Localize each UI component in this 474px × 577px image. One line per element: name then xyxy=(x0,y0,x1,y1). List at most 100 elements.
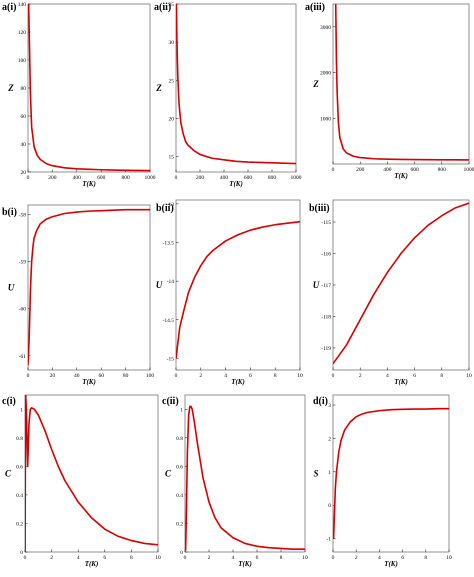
chart-d-i: d(i) 0 2 4 6 8 10 -1 0 1 2 3 S T(K) xyxy=(313,394,452,568)
y-tick-label: 0.6 xyxy=(16,464,23,470)
y-tick-label: 0.6 xyxy=(176,464,183,470)
series-line xyxy=(28,4,150,172)
y-tick-label: 80 xyxy=(21,86,27,92)
y-tick-label: -119 xyxy=(321,346,331,352)
plot-frame xyxy=(175,199,301,371)
y-axis-label: Z xyxy=(312,79,319,89)
y-axis-label: U xyxy=(156,280,163,290)
x-tick-label: 200 xyxy=(48,175,57,181)
chart-b-ii: b(ii) 0 2 4 6 8 10 -13 -13.5 -14 -14.5 -15 U T(K) xyxy=(156,199,303,386)
x-tick-label: 800 xyxy=(268,175,277,181)
x-tick-label: 40 xyxy=(74,373,80,379)
y-axis-label: U xyxy=(313,280,320,290)
x-tick-label: 400 xyxy=(73,175,82,181)
y-tick-label: 2000 xyxy=(320,71,331,77)
x-tick-label: 10 xyxy=(446,555,452,561)
x-tick-label: 100 xyxy=(146,373,155,379)
x-tick-label: 800 xyxy=(121,175,130,181)
y-axis-label: Z xyxy=(7,83,14,93)
x-tick-label: 10 xyxy=(466,373,472,379)
x-tick-label: 0 xyxy=(175,175,178,181)
x-tick-label: 4 xyxy=(224,373,227,379)
y-tick-label: 2 xyxy=(328,436,331,442)
x-tick-label: 80 xyxy=(123,373,129,379)
y-tick-label: 0.4 xyxy=(16,493,23,499)
y-tick-label: -13.5 xyxy=(163,241,175,247)
x-tick-label: 8 xyxy=(440,373,443,379)
series-line xyxy=(333,407,449,539)
y-tick-label: 0.2 xyxy=(16,521,23,527)
x-tick-label: 8 xyxy=(280,555,283,561)
x-tick-label: 0 xyxy=(332,555,335,561)
panel-label: b(iii) xyxy=(309,203,330,214)
plot-frame xyxy=(332,394,450,553)
x-tick-label: 60 xyxy=(98,373,104,379)
x-axis-label: T(K) xyxy=(82,378,96,386)
chart-a-i: a(i) 0 200 400 600 800 1000 20 40 60 80 100 120 140 Z T… xyxy=(2,2,156,188)
panel-label: c(i) xyxy=(2,396,16,407)
y-tick-label: 40 xyxy=(21,142,27,148)
plot-frame xyxy=(24,394,159,553)
chart-b-iii: b(iii) 0 2 4 6 8 10 -115 -116 -117 -118 -119 U T(K) xyxy=(309,199,472,386)
y-tick-label: 140 xyxy=(18,2,27,8)
chart-b-i: b(i) 0 20 40 60 80 100 -58 -59 -60 -61 U T(K) xyxy=(2,204,155,386)
chart-a-ii: a(ii) 0 200 400 600 800 1000 15 20 25 30 35 Z T(K) xyxy=(154,2,302,188)
series-line xyxy=(333,202,469,365)
x-tick-label: 0 xyxy=(27,373,30,379)
y-axis-label: C xyxy=(5,469,12,479)
series-line xyxy=(28,208,150,366)
y-axis-label: Z xyxy=(155,83,162,93)
y-tick-label: 0.8 xyxy=(176,436,183,442)
series-line xyxy=(185,405,305,551)
panel-label: a(iii) xyxy=(305,2,325,13)
panel-label: b(ii) xyxy=(156,203,174,214)
chart-c-ii: c(ii) 0 2 4 6 8 10 0 0.2 0.4 0.6 0.8 1 C T(K) xyxy=(162,394,308,568)
y-tick-label: -58 xyxy=(19,212,27,218)
series-line xyxy=(176,220,300,359)
x-tick-label: 0 xyxy=(27,175,30,181)
x-tick-label: 400 xyxy=(383,167,392,173)
x-tick-label: 0 xyxy=(175,373,178,379)
y-tick-label: 100 xyxy=(18,58,27,64)
y-tick-label: 15 xyxy=(169,155,175,161)
x-tick-label: 0 xyxy=(184,555,187,561)
x-tick-label: 0 xyxy=(332,167,335,173)
y-tick-label: 0 xyxy=(20,550,23,556)
x-tick-label: 4 xyxy=(77,555,80,561)
y-axis-label: S xyxy=(313,469,318,479)
y-tick-label: -1 xyxy=(326,537,331,543)
plot-frame xyxy=(175,3,297,173)
y-tick-label: 1 xyxy=(180,407,183,413)
x-tick-label: 2 xyxy=(199,373,202,379)
x-tick-label: 10 xyxy=(302,555,308,561)
x-tick-label: 6 xyxy=(413,373,416,379)
x-axis-label: T(K) xyxy=(82,180,96,188)
x-axis-label: T(K) xyxy=(85,560,99,568)
x-tick-label: 1000 xyxy=(291,175,302,181)
x-tick-label: 2 xyxy=(355,555,358,561)
x-axis-label: T(K) xyxy=(394,378,408,386)
y-tick-label: -115 xyxy=(321,220,331,226)
y-tick-label: -13 xyxy=(167,202,175,208)
x-tick-label: 20 xyxy=(50,373,56,379)
panel-label: d(i) xyxy=(313,396,328,407)
x-tick-label: 1000 xyxy=(464,167,474,173)
x-tick-label: 400 xyxy=(220,175,229,181)
plot-frame xyxy=(27,3,151,173)
y-tick-label: 1 xyxy=(328,470,331,476)
y-tick-label: 3 xyxy=(328,403,331,409)
y-axis-label: U xyxy=(8,283,15,293)
x-tick-label: 6 xyxy=(256,555,259,561)
y-tick-label: 1 xyxy=(20,407,23,413)
x-axis-label: T(K) xyxy=(229,180,243,188)
x-tick-label: 2 xyxy=(208,555,211,561)
x-tick-label: 600 xyxy=(97,175,106,181)
x-tick-label: 2 xyxy=(50,555,53,561)
y-tick-label: 0.4 xyxy=(176,493,183,499)
y-tick-label: 0.2 xyxy=(176,521,183,527)
series-line xyxy=(334,4,469,161)
x-tick-label: 8 xyxy=(424,555,427,561)
x-axis-label: T(K) xyxy=(238,560,252,568)
y-tick-label: 25 xyxy=(169,78,175,84)
